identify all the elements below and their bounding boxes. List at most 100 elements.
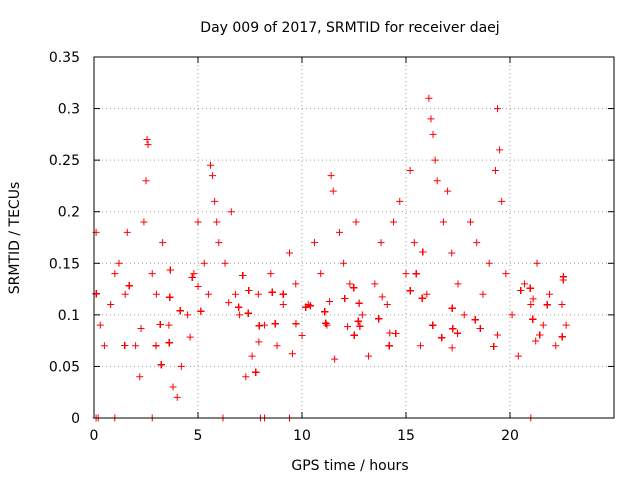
data-point bbox=[532, 337, 540, 345]
y-tick-label: 0.2 bbox=[58, 205, 80, 221]
data-point bbox=[239, 272, 247, 280]
y-tick-label: 0.35 bbox=[49, 50, 80, 66]
data-point bbox=[121, 342, 129, 350]
data-point bbox=[539, 321, 547, 329]
data-point bbox=[536, 331, 544, 339]
data-point bbox=[279, 301, 287, 309]
data-point bbox=[206, 161, 214, 169]
data-point bbox=[358, 311, 366, 319]
data-point bbox=[298, 331, 306, 339]
data-point bbox=[356, 322, 364, 330]
data-point bbox=[236, 311, 244, 319]
data-point bbox=[184, 311, 192, 319]
x-tick-label: 0 bbox=[90, 428, 99, 444]
plot-frame bbox=[93, 56, 615, 419]
data-point bbox=[327, 172, 335, 180]
data-point bbox=[111, 270, 119, 278]
data-point bbox=[485, 259, 493, 267]
data-point bbox=[244, 309, 252, 317]
data-point bbox=[517, 287, 525, 295]
data-point bbox=[322, 319, 330, 327]
data-point bbox=[132, 342, 140, 350]
data-point bbox=[125, 282, 133, 290]
data-point bbox=[100, 342, 108, 350]
data-point bbox=[502, 270, 510, 278]
data-point bbox=[419, 248, 427, 256]
data-point bbox=[321, 308, 329, 316]
data-point bbox=[526, 284, 534, 292]
x-tick-label: 5 bbox=[194, 428, 203, 444]
chart-title: Day 009 of 2017, SRMTID for receiver dae… bbox=[200, 20, 499, 36]
data-point bbox=[527, 301, 535, 309]
data-point bbox=[406, 166, 414, 174]
data-point bbox=[310, 239, 318, 247]
data-point bbox=[433, 177, 441, 185]
data-point bbox=[494, 105, 502, 113]
data-point bbox=[221, 259, 229, 267]
data-point bbox=[96, 321, 104, 329]
y-tick-label: 0.1 bbox=[58, 308, 80, 324]
data-point bbox=[383, 301, 391, 309]
y-tick-label: 0.15 bbox=[49, 256, 80, 272]
data-point bbox=[559, 276, 567, 284]
data-point bbox=[173, 393, 181, 401]
data-point bbox=[177, 362, 185, 370]
data-point bbox=[317, 270, 325, 278]
x-tick-label: 10 bbox=[293, 428, 311, 444]
data-point bbox=[558, 301, 566, 309]
data-point bbox=[386, 329, 394, 337]
data-point bbox=[288, 350, 296, 358]
data-point bbox=[209, 172, 217, 180]
data-point bbox=[448, 304, 456, 312]
data-point bbox=[169, 383, 177, 391]
data-point bbox=[449, 325, 457, 333]
data-point bbox=[390, 218, 398, 226]
data-point bbox=[438, 334, 446, 342]
data-point bbox=[211, 197, 219, 205]
data-point bbox=[165, 321, 173, 329]
data-point bbox=[186, 333, 194, 341]
data-point bbox=[245, 286, 253, 294]
data-point bbox=[215, 239, 223, 247]
data-point bbox=[227, 208, 235, 216]
data-point bbox=[350, 284, 358, 292]
data-point bbox=[166, 266, 174, 274]
data-point bbox=[121, 290, 129, 298]
y-axis-ticks: 0 0.05 0.1 0.15 0.2 0.25 0.3 0.35 bbox=[49, 50, 614, 427]
data-point bbox=[429, 321, 437, 329]
data-point bbox=[123, 228, 131, 236]
data-point bbox=[406, 287, 414, 295]
data-point bbox=[417, 342, 425, 350]
data-point bbox=[213, 218, 221, 226]
data-point bbox=[344, 323, 352, 331]
x-tick-label: 20 bbox=[501, 428, 519, 444]
data-point bbox=[292, 280, 300, 288]
data-point bbox=[412, 270, 420, 278]
data-point bbox=[197, 307, 205, 315]
data-point bbox=[529, 295, 537, 303]
data-point bbox=[190, 270, 198, 278]
data-point bbox=[142, 177, 150, 185]
data-point bbox=[350, 331, 358, 339]
data-point bbox=[340, 259, 348, 267]
data-point bbox=[558, 333, 566, 341]
data-point bbox=[385, 342, 393, 350]
data-point bbox=[255, 338, 263, 346]
data-point bbox=[493, 331, 501, 339]
data-point bbox=[476, 325, 484, 333]
data-point bbox=[498, 197, 506, 205]
data-point bbox=[137, 324, 145, 332]
data-point bbox=[514, 352, 522, 360]
data-point bbox=[402, 270, 410, 278]
data-point bbox=[140, 218, 148, 226]
data-point bbox=[231, 290, 239, 298]
data-point bbox=[552, 342, 560, 350]
data-point bbox=[144, 141, 152, 149]
data-point bbox=[473, 239, 481, 247]
data-point bbox=[496, 146, 504, 154]
data-point bbox=[396, 197, 404, 205]
data-point bbox=[115, 259, 123, 267]
data-point bbox=[444, 187, 452, 195]
data-point bbox=[235, 303, 243, 311]
